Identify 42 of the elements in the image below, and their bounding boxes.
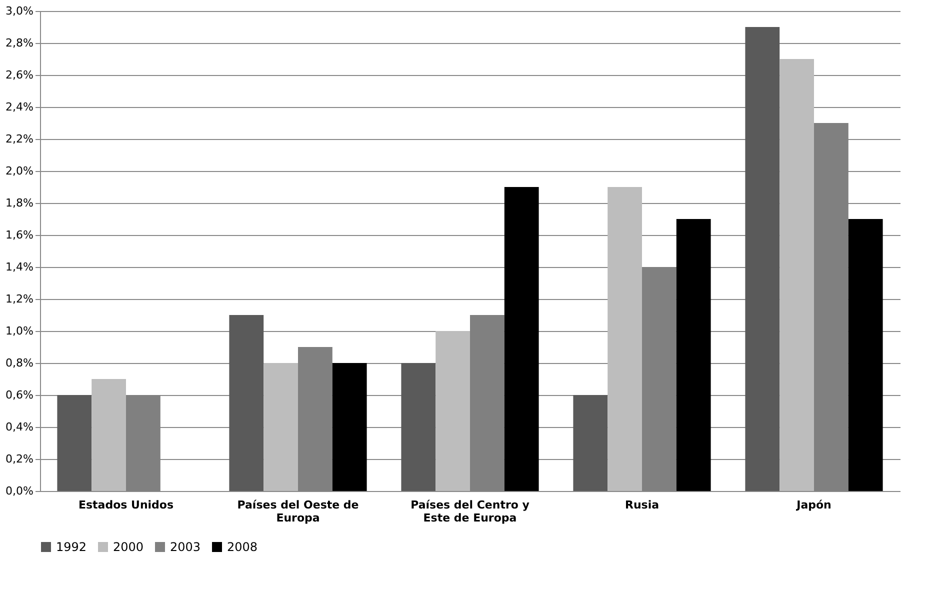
bar [57,395,92,491]
legend-label: 2000 [113,540,144,554]
bar [573,395,608,491]
bar [298,347,332,491]
x-tick-label: Estados Unidos [78,498,174,512]
bar [780,59,814,491]
y-tick-label: 0,6% [6,388,34,402]
legend-label: 1992 [56,540,87,554]
x-tick-label: Japón [796,498,832,512]
y-tick-label: 0,4% [6,420,34,434]
y-tick-label: 1,8% [6,196,34,210]
y-tick-label: 2,6% [6,68,34,82]
bar [848,219,883,491]
y-tick-label: 0,8% [6,356,34,370]
y-tick-label: 2,4% [6,100,34,114]
y-tick-label: 1,4% [6,260,34,274]
x-tick-label: Países del Centro y Este de Europa [410,498,530,524]
y-tick-label: 2,2% [6,132,34,146]
legend-label: 2008 [227,540,258,554]
bar [745,27,780,491]
bar [608,187,642,491]
x-tick-label: Rusia [624,498,660,512]
y-tick-label: 2,8% [6,36,34,50]
bar [229,315,264,491]
bar [264,363,298,491]
y-tick-label: 2,0% [6,164,34,178]
bar [676,219,711,491]
bar [332,363,367,491]
y-tick-label: 0,2% [6,452,34,466]
bar [92,379,126,491]
y-tick-label: 1,2% [6,292,34,306]
y-tick-label: 1,6% [6,228,34,242]
bar [642,267,676,491]
y-tick-label: 0,0% [6,484,34,498]
bar [436,331,470,491]
bar [504,187,539,491]
legend-label: 2003 [170,540,201,554]
y-tick-label: 1,0% [6,324,34,338]
y-tick-label: 3,0% [6,4,34,18]
bar [401,363,436,491]
x-tick-label: Países del Oeste de Europa [237,498,359,524]
bar [470,315,504,491]
